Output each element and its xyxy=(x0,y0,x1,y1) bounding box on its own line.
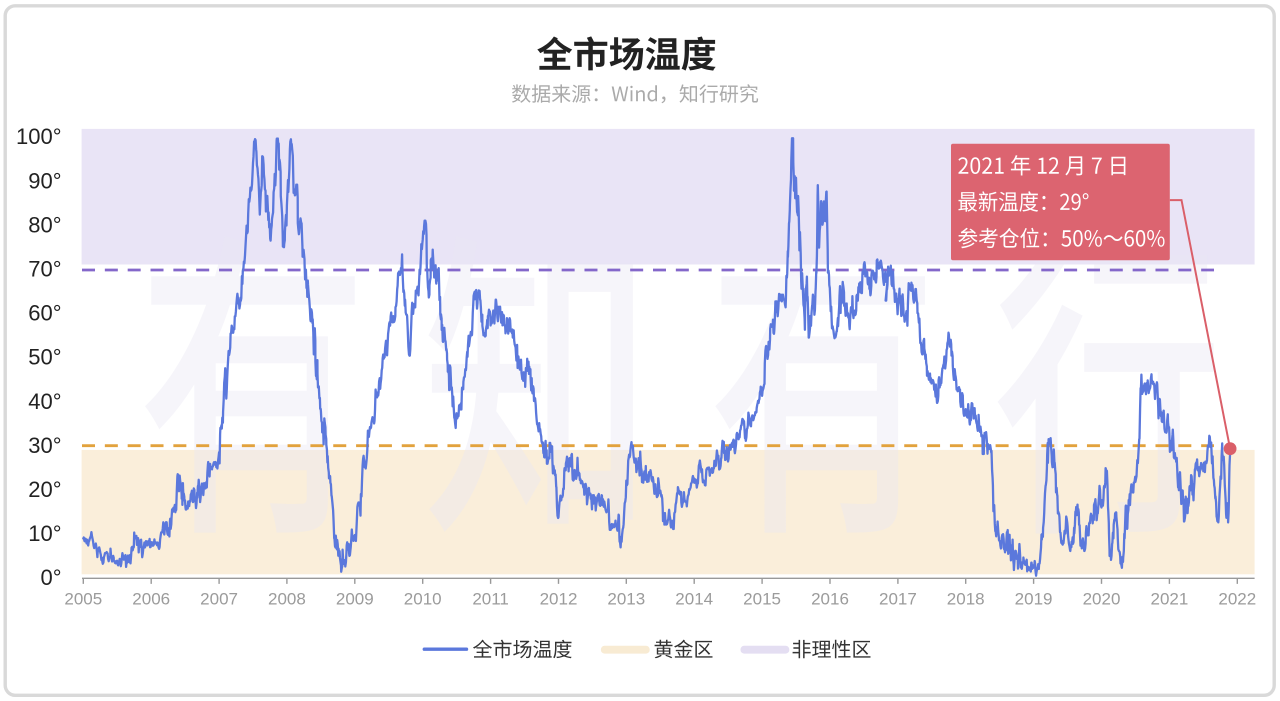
svg-text:2015: 2015 xyxy=(743,590,781,609)
svg-text:2007: 2007 xyxy=(200,590,238,609)
svg-text:2005: 2005 xyxy=(64,590,102,609)
svg-text:80°: 80° xyxy=(28,212,61,237)
svg-text:40°: 40° xyxy=(28,389,61,414)
svg-text:70°: 70° xyxy=(28,257,61,282)
svg-text:2011: 2011 xyxy=(472,590,509,609)
svg-text:2014: 2014 xyxy=(675,590,713,609)
svg-text:100°: 100° xyxy=(16,124,62,149)
svg-text:2018: 2018 xyxy=(947,590,985,609)
svg-text:60°: 60° xyxy=(28,301,61,326)
svg-text:0°: 0° xyxy=(40,565,61,590)
svg-text:2010: 2010 xyxy=(404,590,442,609)
svg-text:30°: 30° xyxy=(28,433,61,458)
svg-text:2008: 2008 xyxy=(268,590,306,609)
svg-text:50°: 50° xyxy=(28,345,61,370)
svg-text:2020: 2020 xyxy=(1083,590,1121,609)
svg-text:2022: 2022 xyxy=(1218,590,1256,609)
svg-text:2019: 2019 xyxy=(1015,590,1053,609)
svg-text:2009: 2009 xyxy=(336,590,374,609)
svg-text:90°: 90° xyxy=(28,168,61,193)
svg-text:2017: 2017 xyxy=(879,590,917,609)
svg-text:2012: 2012 xyxy=(540,590,578,609)
svg-text:2013: 2013 xyxy=(607,590,645,609)
svg-text:20°: 20° xyxy=(28,477,61,502)
svg-text:2021: 2021 xyxy=(1150,590,1188,609)
svg-text:2006: 2006 xyxy=(132,590,170,609)
svg-text:2016: 2016 xyxy=(811,590,849,609)
svg-text:10°: 10° xyxy=(28,521,61,546)
